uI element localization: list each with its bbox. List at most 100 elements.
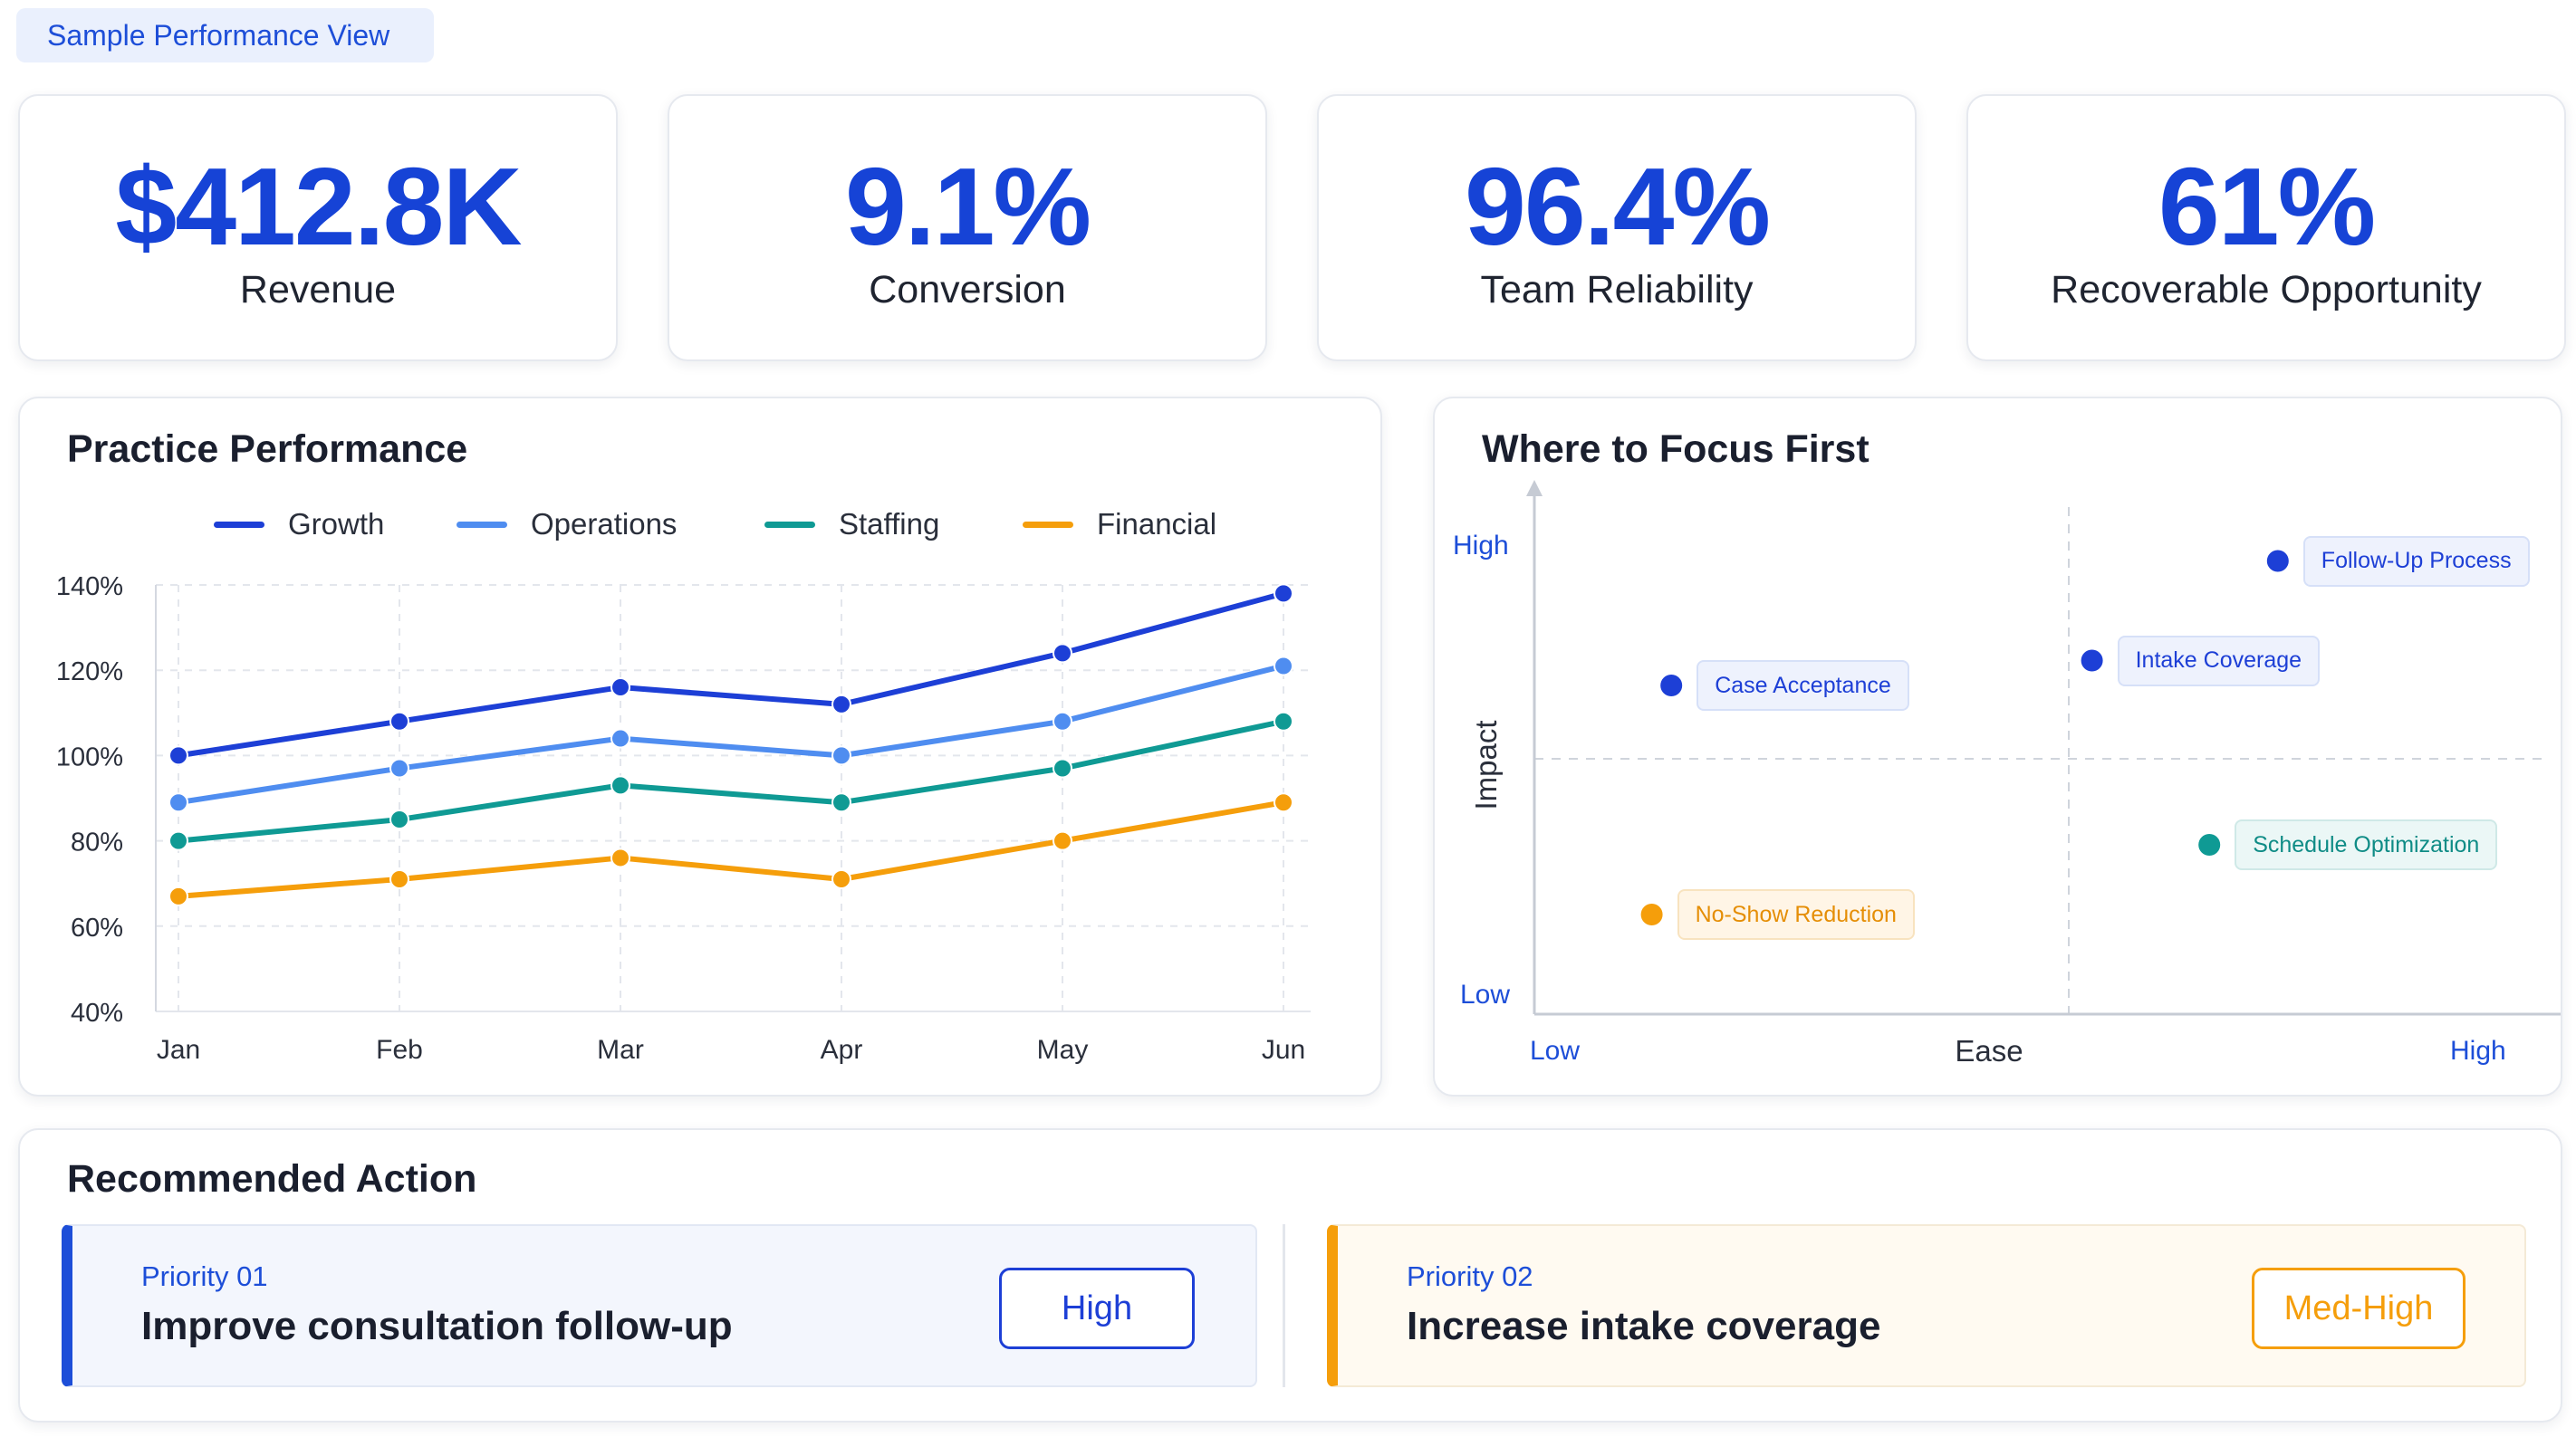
focus-panel: Where to Focus First High Low Low High Ease I… <box>1433 397 2562 1097</box>
action-item-priority-01[interactable]: Priority 01 Improve consultation follow-… <box>62 1224 1257 1387</box>
priority-title: Increase intake coverage <box>1407 1304 1881 1348</box>
kpi-value: $412.8K <box>115 145 522 268</box>
legend-label: Operations <box>531 507 678 541</box>
legend-item-staffing[interactable]: Staffing <box>764 507 939 541</box>
y-high-label: High <box>1453 531 1509 560</box>
data-point-growth <box>610 677 630 698</box>
data-point-financial <box>168 886 188 906</box>
scatter-point <box>2266 550 2289 572</box>
data-point-financial <box>1274 792 1293 813</box>
y-tick-label: 100% <box>56 742 123 771</box>
scatter-point-label[interactable]: Follow-Up Process <box>2302 535 2530 587</box>
action-item-priority-02[interactable]: Priority 02 Increase intake coverage Med… <box>1327 1224 2526 1387</box>
data-point-financial <box>1053 830 1072 851</box>
x-axis-label: Ease <box>1955 1034 2023 1068</box>
series-line-staffing <box>176 718 1286 844</box>
performance-panel: Practice Performance Growth Operations S… <box>18 397 1382 1097</box>
data-point-operations <box>389 758 409 779</box>
data-point-operations <box>1274 656 1293 676</box>
data-point-operations <box>831 745 851 766</box>
y-tick-label: 60% <box>71 914 123 943</box>
x-tick-label: Mar <box>597 1035 644 1065</box>
legend-item-growth[interactable]: Growth <box>214 507 384 541</box>
data-point-operations <box>1053 711 1072 732</box>
kpi-value: 61% <box>2158 145 2376 268</box>
data-point-growth <box>831 694 851 714</box>
legend-label: Growth <box>288 507 385 541</box>
data-point-financial <box>610 848 630 868</box>
series-line-financial <box>176 800 1286 899</box>
focus-scatter-chart: High Low Low High Ease Impact <box>1453 480 2561 1068</box>
y-tick-label: 140% <box>56 572 123 601</box>
kpi-card-revenue: $412.8K Revenue <box>18 94 618 361</box>
legend-swatch-icon <box>764 521 815 528</box>
series-line-growth <box>176 590 1286 759</box>
data-point-operations <box>610 728 630 749</box>
kpi-label: Team Reliability <box>1480 268 1754 311</box>
data-point-growth <box>1274 583 1293 604</box>
x-tick-label: Apr <box>821 1035 863 1065</box>
focus-label-layer: Follow-Up Process Case Acceptance Intake C… <box>1435 398 2561 1095</box>
data-point-staffing <box>1053 758 1072 779</box>
kpi-label: Recoverable Opportunity <box>2051 268 2482 311</box>
data-point-staffing <box>168 830 188 851</box>
x-tick-label: May <box>1037 1035 1089 1065</box>
x-tick-label: Jun <box>1262 1035 1305 1065</box>
view-label[interactable]: Sample Performance View <box>16 8 434 62</box>
x-low-label: Low <box>1530 1036 1580 1066</box>
data-point-staffing <box>831 792 851 813</box>
performance-line-chart: 140% 120% 100% 80% 60% 40% Jan Feb Mar Apr May Jun <box>56 572 1311 1065</box>
performance-title: Practice Performance <box>67 427 468 471</box>
priority-label: Priority 01 <box>141 1260 268 1292</box>
scatter-point <box>1660 675 1683 696</box>
data-point-staffing <box>1274 711 1293 732</box>
scatter-point-label[interactable]: No-Show Reduction <box>1677 889 1915 940</box>
scatter-point-label[interactable]: Intake Coverage <box>2117 635 2321 686</box>
y-tick-label: 80% <box>71 829 123 857</box>
legend-swatch-icon <box>457 521 507 528</box>
legend-swatch-icon <box>1023 521 1073 528</box>
x-tick-label: Jan <box>157 1035 200 1065</box>
scatter-point <box>2198 834 2221 856</box>
focus-title: Where to Focus First <box>1482 427 1870 471</box>
kpi-label: Revenue <box>239 268 397 311</box>
data-point-staffing <box>389 810 409 830</box>
kpi-value: 9.1% <box>844 145 1091 268</box>
scatter-point-label[interactable]: Schedule Optimization <box>2235 819 2498 870</box>
priority-level-badge[interactable]: Med-High <box>2252 1268 2465 1349</box>
legend-label: Staffing <box>839 507 940 541</box>
legend-swatch-icon <box>214 521 264 528</box>
legend-item-financial[interactable]: Financial <box>1023 507 1216 541</box>
scatter-point <box>2081 649 2103 672</box>
data-point-financial <box>831 868 851 889</box>
action-divider <box>1283 1224 1285 1387</box>
kpi-card-team-reliability: 96.4% Team Reliability <box>1317 94 1917 361</box>
legend-label: Financial <box>1097 507 1217 541</box>
data-point-financial <box>389 868 409 889</box>
kpi-card-conversion: 9.1% Conversion <box>668 94 1267 361</box>
x-tick-label: Feb <box>376 1035 423 1065</box>
recommended-action-title: Recommended Action <box>67 1157 477 1201</box>
kpi-label: Conversion <box>869 268 1066 311</box>
y-tick-label: 120% <box>56 657 123 686</box>
data-point-growth <box>1053 643 1072 664</box>
legend-item-operations[interactable]: Operations <box>457 507 677 541</box>
y-low-label: Low <box>1460 980 1510 1010</box>
y-axis-arrow-icon <box>1526 480 1543 496</box>
priority-level-badge[interactable]: High <box>999 1268 1195 1349</box>
y-tick-label: 40% <box>71 999 123 1028</box>
data-point-growth <box>168 745 188 766</box>
kpi-card-recoverable-opportunity: 61% Recoverable Opportunity <box>1966 94 2566 361</box>
data-point-growth <box>389 711 409 732</box>
y-axis-label: Impact <box>1469 720 1503 810</box>
recommended-action-panel: Recommended Action Priority 01 Improve c… <box>18 1128 2562 1423</box>
scatter-point-label[interactable]: Case Acceptance <box>1697 660 1909 711</box>
priority-label: Priority 02 <box>1407 1260 1533 1292</box>
data-point-staffing <box>610 775 630 796</box>
kpi-value: 96.4% <box>1465 145 1771 268</box>
x-high-label: High <box>2450 1036 2506 1066</box>
scatter-point <box>1640 904 1663 925</box>
data-point-operations <box>168 792 188 813</box>
priority-title: Improve consultation follow-up <box>141 1304 733 1348</box>
series-line-operations <box>176 663 1286 806</box>
